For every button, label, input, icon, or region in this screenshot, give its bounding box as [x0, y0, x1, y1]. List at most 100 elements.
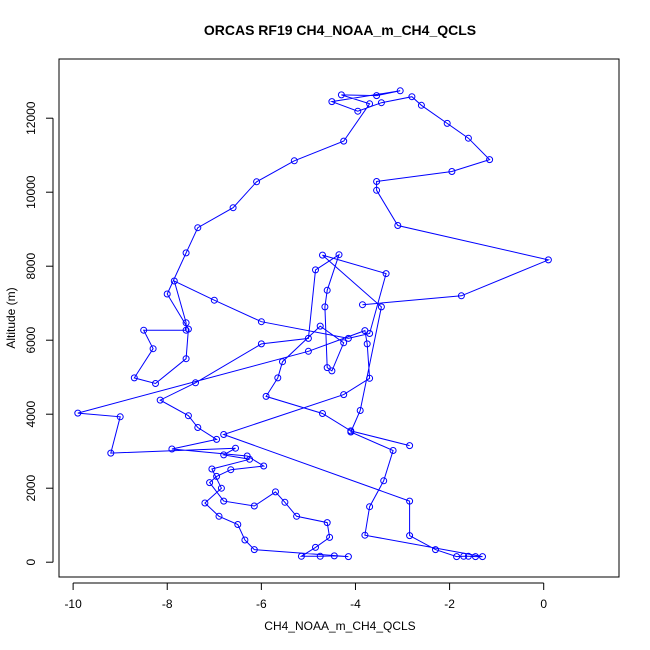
- data-point: [215, 512, 223, 520]
- data-point: [359, 301, 366, 309]
- plot-box: [58, 58, 620, 578]
- data-point: [213, 435, 221, 443]
- data-point: [406, 497, 414, 505]
- y-axis-label: Altitude (m): [4, 287, 18, 348]
- data-point: [417, 101, 425, 109]
- data-point: [220, 497, 228, 505]
- data-point: [257, 340, 265, 348]
- data-point: [229, 204, 237, 212]
- data-point: [380, 477, 388, 485]
- data-point: [328, 98, 336, 106]
- data-point: [340, 339, 348, 347]
- data-point: [337, 91, 345, 99]
- data-point: [213, 472, 221, 480]
- data-point: [406, 532, 414, 540]
- data-point: [453, 553, 461, 561]
- data-point: [170, 277, 178, 285]
- data-point: [206, 479, 214, 487]
- data-point: [217, 484, 225, 492]
- data-point: [182, 249, 190, 257]
- data-point: [344, 334, 352, 342]
- data-point: [184, 412, 192, 420]
- data-point: [116, 413, 124, 421]
- data-point: [140, 326, 148, 334]
- data-point: [328, 367, 336, 375]
- data-point: [464, 552, 472, 560]
- data-point: [321, 303, 329, 311]
- data-point: [373, 178, 381, 185]
- data-point: [457, 292, 465, 300]
- data-point: [316, 322, 324, 330]
- data-point: [443, 119, 451, 127]
- data-point: [182, 319, 190, 327]
- data-point: [323, 286, 331, 294]
- data-point: [253, 178, 261, 186]
- data-point: [304, 347, 312, 355]
- x-tick-label: -2: [444, 597, 455, 611]
- data-point: [361, 531, 369, 539]
- data-point: [194, 424, 202, 431]
- data-point: [347, 428, 355, 436]
- data-point: [257, 318, 265, 326]
- data-point: [354, 107, 362, 115]
- data-point: [323, 519, 331, 527]
- data-point: [192, 379, 199, 387]
- x-tick-label: -10: [64, 597, 82, 611]
- data-point: [389, 447, 397, 454]
- data-point: [312, 266, 319, 274]
- data-point: [232, 444, 239, 452]
- data-point: [319, 251, 326, 259]
- data-point: [486, 156, 494, 164]
- y-tick-label: 12000: [24, 101, 38, 135]
- data-point: [408, 93, 416, 101]
- x-axis-label: CH4_NOAA_m_CH4_QCLS: [264, 619, 415, 633]
- data-point: [406, 442, 414, 450]
- data-point: [194, 224, 202, 232]
- data-point: [323, 364, 331, 372]
- data-point: [472, 553, 479, 561]
- data-point: [330, 552, 338, 560]
- data-point: [366, 100, 374, 108]
- data-point: [460, 552, 468, 560]
- data-point: [182, 355, 190, 363]
- data-point: [464, 134, 472, 142]
- data-point: [130, 374, 138, 382]
- data-point: [396, 87, 404, 95]
- data-point: [312, 543, 319, 551]
- x-tick-label: -4: [350, 597, 361, 611]
- x-tick-label: 0: [540, 597, 547, 611]
- data-point: [241, 536, 249, 544]
- y-tick-label: 4000: [24, 401, 38, 428]
- data-point: [366, 503, 374, 511]
- data-point: [201, 499, 209, 507]
- data-point: [544, 256, 552, 264]
- data-point: [373, 186, 381, 194]
- data-point: [279, 358, 286, 366]
- data-point: [340, 137, 348, 145]
- data-point: [274, 374, 282, 382]
- data-point: [184, 325, 192, 333]
- y-tick-label: 8000: [24, 253, 38, 280]
- y-tick-label: 10000: [24, 175, 38, 209]
- data-point: [293, 512, 301, 520]
- data-point: [152, 380, 159, 387]
- data-point: [220, 451, 228, 459]
- data-point: [163, 290, 171, 298]
- data-point: [382, 270, 390, 278]
- data-point: [373, 92, 381, 100]
- data-point: [246, 455, 254, 463]
- data-point: [281, 498, 289, 506]
- series-lines: [77, 90, 551, 558]
- x-tick-label: -6: [256, 597, 267, 611]
- data-point: [316, 552, 324, 560]
- data-point: [448, 168, 456, 175]
- y-tick-label: 0: [24, 559, 38, 566]
- data-point: [290, 157, 298, 165]
- data-point: [297, 552, 305, 560]
- data-point: [363, 340, 371, 348]
- data-point: [74, 409, 82, 417]
- data-point: [250, 502, 258, 510]
- data-point: [335, 251, 343, 259]
- data-point: [149, 345, 157, 353]
